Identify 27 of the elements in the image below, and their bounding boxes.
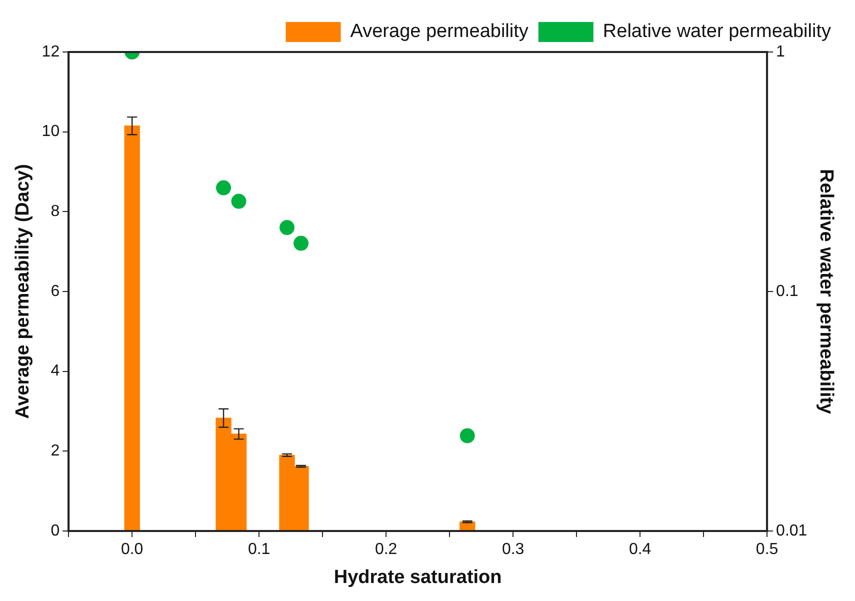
legend-label: Average permeability bbox=[350, 21, 529, 42]
point bbox=[293, 236, 308, 251]
point bbox=[216, 180, 232, 196]
point bbox=[460, 428, 475, 444]
point bbox=[231, 194, 246, 209]
y2-axis-title: Relative water permeability bbox=[815, 169, 836, 414]
y2-tick-label: 0.01 bbox=[776, 522, 808, 540]
y2-tick-label: 1 bbox=[776, 43, 786, 60]
y-tick-label: 10 bbox=[42, 123, 60, 140]
y-axis-title: Average permeability (Dacy) bbox=[12, 164, 34, 419]
y-tick-label: 8 bbox=[50, 203, 60, 220]
point bbox=[280, 220, 295, 236]
x-tick-label: 0.0 bbox=[120, 541, 144, 558]
y-tick-label: 4 bbox=[50, 362, 60, 380]
legend-label: Relative water permeability bbox=[602, 21, 832, 42]
y-tick-label: 6 bbox=[50, 282, 60, 300]
y-tick-label: 0 bbox=[50, 522, 60, 540]
y-tick-label: 2 bbox=[50, 442, 60, 460]
x-tick-label: 0.5 bbox=[756, 541, 778, 558]
x-tick-label: 0.4 bbox=[628, 541, 652, 558]
x-tick-label: 0.1 bbox=[248, 541, 270, 558]
y2-tick-label: 0.1 bbox=[776, 282, 798, 300]
x-tick-label: 0.2 bbox=[374, 541, 398, 558]
y-tick-label: 12 bbox=[42, 43, 60, 60]
x-tick-label: 0.3 bbox=[502, 541, 524, 558]
bar bbox=[124, 126, 140, 531]
x-axis-title: Hydrate saturation bbox=[334, 566, 502, 588]
